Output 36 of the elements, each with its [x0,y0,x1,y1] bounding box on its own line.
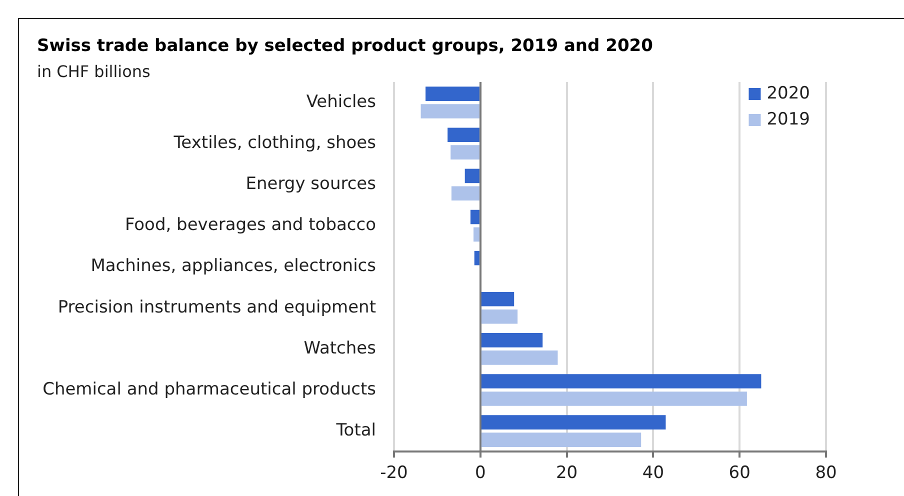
y-tick-label: Chemical and pharmaceutical products [42,379,376,400]
bar [420,104,480,118]
bar [464,168,480,184]
bar [481,374,762,388]
legend-label: 2019 [766,109,810,130]
bar [451,186,480,201]
x-tick-label: 40 [642,463,664,484]
y-tick-label: Precision instruments and equipment [58,297,376,318]
x-tick-label: 80 [815,463,837,484]
text: in CHF billions [37,62,150,81]
y-tick-label: Textiles, clothing, shoes [172,133,376,154]
y-tick-label: Vehicles [306,92,376,112]
y-tick-label: Total [335,420,376,440]
x-tick-label: -20 [380,463,408,484]
bar [481,432,642,447]
bar [450,145,480,160]
bar [481,309,518,324]
x-tick-label: 20 [556,463,578,484]
bar [426,86,480,101]
y-tick-label: Machines, appliances, electronics [90,256,376,276]
y-tick-label: Food, beverages and tobacco [124,215,376,236]
bar [473,227,480,242]
bar [481,392,747,406]
y-tick-label: Energy sources [246,174,376,194]
bar [481,333,543,348]
y-tick-label: Watches [304,338,376,358]
x-tick-label: 60 [728,463,750,484]
bar [470,210,480,224]
bar [448,128,480,142]
bar [481,292,514,306]
bar [481,415,666,430]
bar [481,350,558,365]
chart-title: Swiss trade balance by selected product groups, 2019 and 2020 [37,36,653,56]
legend-label: 2020 [766,83,810,104]
x-tick-label: 0 [474,463,486,484]
bar [474,250,480,266]
